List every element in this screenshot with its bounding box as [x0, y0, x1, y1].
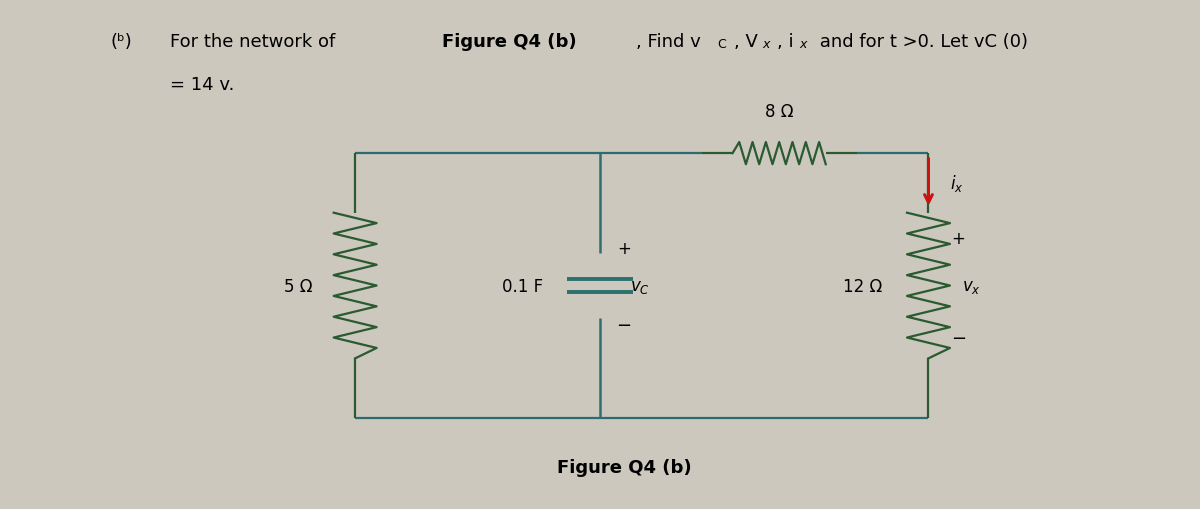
Text: 12 Ω: 12 Ω — [844, 277, 882, 295]
Text: 5 Ω: 5 Ω — [283, 277, 312, 295]
Text: −: − — [617, 316, 631, 334]
Text: , Find v: , Find v — [636, 33, 701, 51]
Text: $i_x$: $i_x$ — [950, 172, 964, 193]
Text: , V: , V — [733, 33, 757, 51]
Text: Figure Q4 (b): Figure Q4 (b) — [557, 458, 691, 476]
Text: x: x — [799, 38, 806, 51]
Text: −: − — [950, 330, 966, 348]
Text: For the network of: For the network of — [170, 33, 341, 51]
Text: (ᵇ): (ᵇ) — [110, 33, 132, 51]
Text: 0.1 F: 0.1 F — [502, 277, 542, 295]
Text: $v_x$: $v_x$ — [962, 277, 980, 295]
Text: 8 Ω: 8 Ω — [764, 103, 793, 121]
Text: = 14 v.: = 14 v. — [170, 76, 234, 94]
Text: +: + — [952, 229, 965, 247]
Text: x: x — [762, 38, 770, 51]
Text: and for t >0. Let vC (0): and for t >0. Let vC (0) — [814, 33, 1028, 51]
Text: C: C — [718, 38, 726, 51]
Text: , i: , i — [776, 33, 793, 51]
Text: $v_C$: $v_C$ — [630, 277, 649, 295]
Text: Figure Q4 (b): Figure Q4 (b) — [443, 33, 577, 51]
Text: +: + — [617, 239, 631, 257]
